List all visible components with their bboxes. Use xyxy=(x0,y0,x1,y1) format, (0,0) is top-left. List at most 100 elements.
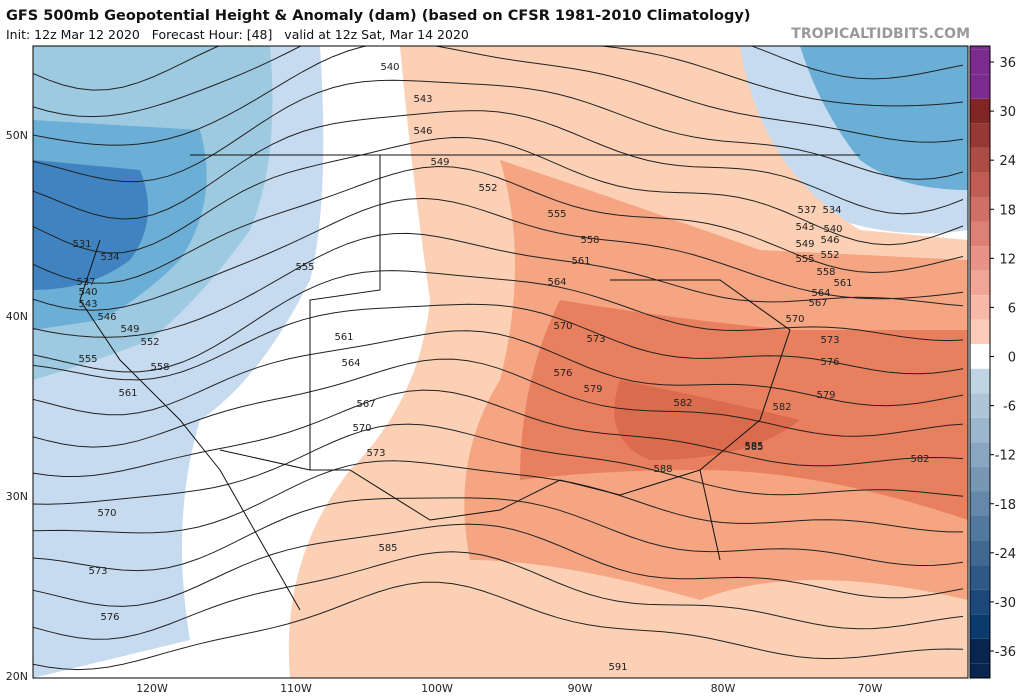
colorbar-bin xyxy=(970,221,990,247)
contour-label: 576 xyxy=(553,368,572,379)
contour-label: 564 xyxy=(341,358,360,369)
contour-label: 552 xyxy=(478,183,497,194)
colorbar-label: 30 xyxy=(999,105,1016,120)
contour-label: 549 xyxy=(795,239,814,250)
contour-label: 579 xyxy=(816,390,835,401)
colorbar-label: -18 xyxy=(995,498,1016,513)
map-area xyxy=(33,46,968,678)
site-credit: TROPICALTIDBITS.COM xyxy=(791,26,970,42)
borders xyxy=(79,154,860,611)
longitude-label: 100W xyxy=(421,682,453,695)
contour-label: 534 xyxy=(100,252,119,263)
contour-label: 582 xyxy=(910,454,929,465)
contour xyxy=(33,330,964,416)
contour xyxy=(33,197,964,311)
colorbar-bin xyxy=(970,589,990,615)
contour-label: 537 xyxy=(76,277,95,288)
contour-label: 570 xyxy=(97,508,116,519)
colorbar: 36 30 24 18 12 6 0 -6 -12 -18 -24 -30 -36 xyxy=(969,45,1016,679)
colorbar-label: -30 xyxy=(995,596,1016,611)
contour-label: 576 xyxy=(820,357,839,368)
colorbar-label: 24 xyxy=(999,154,1016,169)
colorbar-bin xyxy=(970,638,990,664)
contour-label: 534 xyxy=(822,205,841,216)
contour xyxy=(33,136,964,254)
longitude-label: 90W xyxy=(568,682,593,695)
colorbar-bin xyxy=(970,74,990,99)
colorbar-label: -6 xyxy=(1003,400,1016,415)
colorbar-frame xyxy=(969,45,991,679)
contour-label: 561 xyxy=(118,388,137,399)
colorbar-bin xyxy=(970,172,990,197)
contour-label: 540 xyxy=(823,224,842,235)
contour-label: 573 xyxy=(366,448,385,459)
latitude-label: 40N xyxy=(6,310,28,323)
contour-label: 561 xyxy=(833,278,852,289)
contour-label: 573 xyxy=(586,334,605,345)
contour xyxy=(33,358,964,448)
contour-label: 552 xyxy=(820,250,839,261)
contour-label: 549 xyxy=(430,157,449,168)
contour xyxy=(33,551,964,640)
latitude-label: 20N xyxy=(6,670,28,683)
colorbar-bin xyxy=(970,565,990,590)
longitude-label: 120W xyxy=(136,682,168,695)
colorbar-label: 0 xyxy=(1008,351,1016,366)
contour-label: 558 xyxy=(580,235,599,246)
colorbar-bin xyxy=(970,663,990,678)
contour xyxy=(33,110,964,220)
contour xyxy=(33,581,964,671)
contour-label: 549 xyxy=(120,324,139,335)
colorbar-bin xyxy=(970,246,990,271)
colorbar-bin xyxy=(970,466,990,492)
colorbar-bin xyxy=(970,46,990,50)
contour-label: 555 xyxy=(547,209,566,220)
colorbar-bin xyxy=(970,368,990,394)
contour-label: 543 xyxy=(413,94,432,105)
contour-label: 558 xyxy=(150,362,169,373)
colorbar-bin xyxy=(970,614,990,639)
colorbar-bin xyxy=(970,98,990,124)
colorbar-label: 6 xyxy=(1008,301,1016,316)
colorbar-label: -24 xyxy=(995,547,1016,562)
colorbar-bin xyxy=(970,295,990,320)
contour-label: 561 xyxy=(334,332,353,343)
contour-label: 543 xyxy=(795,222,814,233)
colorbar-label: -12 xyxy=(995,449,1016,464)
colorbar-bin xyxy=(970,491,990,517)
contour-label: 585 xyxy=(744,442,763,453)
colorbar-bin xyxy=(970,442,990,467)
colorbar-bin xyxy=(970,393,990,418)
contour-label: 546 xyxy=(97,312,116,323)
contour-label: 570 xyxy=(553,321,572,332)
contour-label: 567 xyxy=(356,399,375,410)
colorbar-bin xyxy=(970,319,990,345)
subtitle: Init: 12z Mar 12 2020 Forecast Hour: [48… xyxy=(6,27,469,42)
colorbar-bin xyxy=(970,516,990,541)
map-frame xyxy=(32,45,969,679)
latitude-label: 50N xyxy=(6,129,28,142)
contour-label: 546 xyxy=(413,126,432,137)
contour xyxy=(33,303,964,381)
contour-label: 540 xyxy=(78,287,97,298)
contour xyxy=(33,460,963,534)
contour-label: 564 xyxy=(811,288,830,299)
colorbar-bin xyxy=(970,270,990,296)
longitude-label: 110W xyxy=(280,682,312,695)
contour-label: 567 xyxy=(808,298,827,309)
colorbar-bin xyxy=(970,417,990,443)
longitude-label: 70W xyxy=(858,682,883,695)
contour xyxy=(33,165,964,284)
contour-label: 561 xyxy=(571,256,590,267)
contour-label: 570 xyxy=(352,423,371,434)
contour-label: 588 xyxy=(653,464,672,475)
contour-label: 576 xyxy=(100,612,119,623)
contour-label: 552 xyxy=(140,337,159,348)
contour xyxy=(33,46,964,118)
colorbar-bin xyxy=(970,540,990,566)
contour xyxy=(33,497,964,572)
contour-label: 558 xyxy=(816,267,835,278)
contour-label: 573 xyxy=(88,566,107,577)
